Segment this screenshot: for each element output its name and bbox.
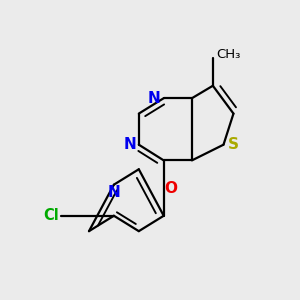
Text: S: S [228, 137, 239, 152]
Text: Cl: Cl [43, 208, 59, 223]
Text: N: N [148, 91, 161, 106]
Text: O: O [164, 181, 178, 196]
Text: CH₃: CH₃ [216, 48, 241, 61]
Text: N: N [123, 137, 136, 152]
Text: N: N [107, 185, 120, 200]
